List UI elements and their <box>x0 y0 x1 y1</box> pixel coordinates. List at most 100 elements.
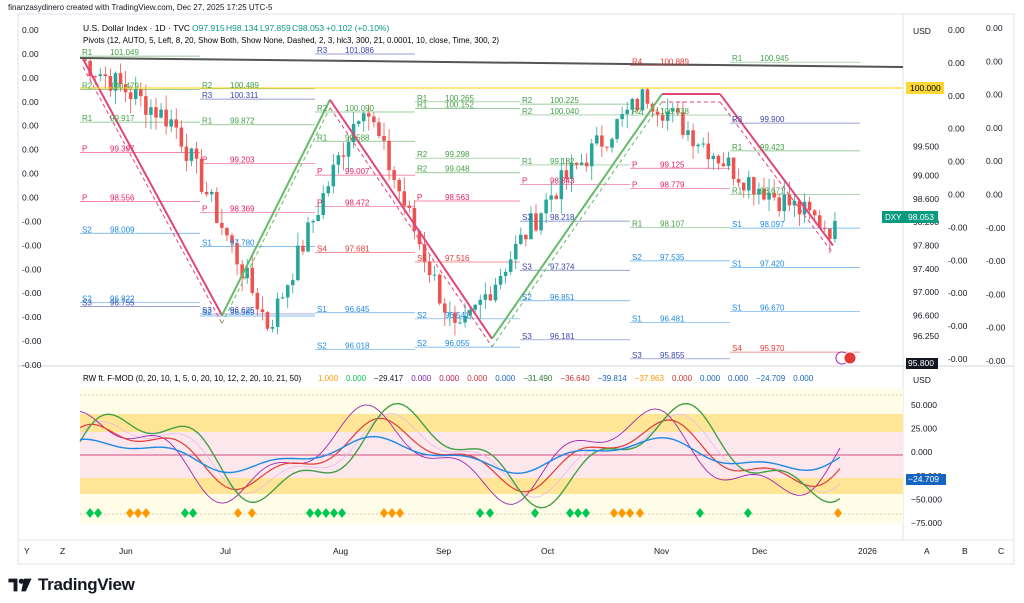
pivot-level-name: R4 <box>632 57 643 66</box>
osc-value: 0.000 <box>495 374 516 383</box>
candle-body <box>524 234 528 240</box>
nav-letter[interactable]: C <box>998 546 1004 556</box>
nav-letter[interactable]: Z <box>60 546 65 556</box>
scale-label: -0.00 <box>986 289 1006 299</box>
signal-marker <box>248 508 256 518</box>
oscillator-axis[interactable]: USD 50.00025.0000.000−25.000−50.000−75.0… <box>911 375 942 528</box>
osc-value: −24.709 <box>756 374 786 383</box>
osc-value: −31.490 <box>523 374 553 383</box>
price-tick: 97.400 <box>913 264 939 274</box>
candle-body <box>823 228 827 230</box>
candle-body <box>817 215 822 229</box>
candle-body <box>463 315 467 323</box>
pivot-level-value: 98.009 <box>110 225 135 234</box>
candle-body <box>215 191 219 223</box>
candle-body <box>240 264 244 279</box>
trend-line[interactable] <box>79 57 904 68</box>
pivot-level-name: S1 <box>202 239 212 248</box>
candle-body <box>747 177 751 191</box>
pivot-level-value: 96.851 <box>550 293 575 302</box>
candle-body <box>757 188 761 195</box>
candle-body <box>98 74 103 77</box>
candle-body <box>296 245 300 281</box>
pivot-level-value: 99.048 <box>445 165 470 174</box>
candle-body <box>595 135 599 144</box>
candle-body <box>108 76 113 91</box>
pivot-level-value: 101.049 <box>110 48 139 57</box>
pivots-settings[interactable]: Pivots (12, AUTO, 5, Left, 8, 20, Show B… <box>83 36 499 45</box>
osc-value: 0.000 <box>411 374 432 383</box>
pivot-level-name: S4 <box>317 244 327 253</box>
chart-canvas[interactable]: U.S. Dollar Index · 1D · TVC O97.915 H98… <box>0 0 1024 570</box>
signal-marker <box>486 508 494 518</box>
candle-body <box>691 130 695 147</box>
candle-body <box>422 244 427 262</box>
last-price-value: 98.053 <box>908 212 934 222</box>
candle-body <box>118 73 123 85</box>
svg-text:95.800: 95.800 <box>908 358 934 368</box>
zigzag-dashed <box>329 107 493 347</box>
candle-body <box>113 73 118 91</box>
signal-marker <box>234 508 242 518</box>
pivot-level-name: R3 <box>202 91 213 100</box>
oscillator-title[interactable]: RW ft. F-MOD (0, 20, 10, 1, 5, 0, 20, 10… <box>83 374 302 383</box>
candle-body <box>209 191 214 195</box>
candle-body <box>762 188 766 200</box>
scale-label: -0.00 <box>986 323 1006 333</box>
oscillator-lines <box>79 402 841 509</box>
pivot-level-name: R3 <box>732 115 743 124</box>
month-label: Oct <box>541 546 555 556</box>
footer-brand[interactable]: TradingView <box>8 572 135 598</box>
candle-body <box>225 227 229 236</box>
event-flag-icon[interactable] <box>835 351 857 365</box>
osc-value: −37.963 <box>635 374 665 383</box>
pivot-level-value: 98.107 <box>660 220 685 229</box>
oscillator-markers <box>86 508 842 518</box>
pivot-level-value: 100.889 <box>660 57 689 66</box>
pivot-level-name: S1 <box>732 260 742 269</box>
candle-body <box>83 59 87 61</box>
candle-body <box>767 192 771 200</box>
candle-body <box>696 144 700 147</box>
month-label: Nov <box>654 546 670 556</box>
svg-text:100.000: 100.000 <box>910 83 941 93</box>
osc-value: 0.000 <box>439 374 460 383</box>
zigzag-dashed <box>719 101 834 254</box>
time-axis[interactable]: Jun Jul Aug Sep Oct Nov Dec 2026 Y Z A B C <box>24 546 1004 556</box>
candle-body <box>220 222 224 228</box>
candle-body <box>448 312 452 314</box>
pivot-level-name: R1 <box>522 157 533 166</box>
candle-body <box>346 142 351 157</box>
pivot-level-value: 96.589 <box>230 308 255 317</box>
signal-marker <box>181 508 189 518</box>
pivot-level-value: 99.125 <box>660 160 685 169</box>
candle-body <box>574 162 579 165</box>
pivot-level-value: 95.970 <box>760 344 785 353</box>
signal-marker <box>610 508 618 518</box>
pivot-level-value: 100.489 <box>230 81 259 90</box>
price-currency: USD <box>913 26 931 36</box>
candle-body <box>635 98 640 111</box>
nav-letter[interactable]: B <box>962 546 968 556</box>
pivot-level-value: 98.556 <box>110 193 135 202</box>
candle-body <box>316 214 320 222</box>
nav-letter[interactable]: Y <box>24 546 30 556</box>
pivot-level-name: R1 <box>732 187 743 196</box>
price-axis[interactable]: USD 100.50099.50099.00098.60098.20097.80… <box>913 26 944 341</box>
signal-marker <box>380 508 388 518</box>
scale-label: -0.00 <box>986 256 1006 266</box>
osc-tick: −50.000 <box>911 494 942 504</box>
scale-label: 0.00 <box>22 97 39 107</box>
candle-body <box>194 148 199 159</box>
nav-letter[interactable]: A <box>924 546 930 556</box>
pivot-level-value: 98.472 <box>345 198 370 207</box>
candle-body <box>473 304 477 310</box>
scale-label: -0.00 <box>22 216 42 226</box>
candle-body <box>306 222 310 252</box>
scale-label: 0.00 <box>986 123 1003 133</box>
signal-marker <box>396 508 404 518</box>
candle-body <box>392 170 396 180</box>
pivot-level-name: R2 <box>522 107 533 116</box>
candle-body <box>782 194 787 212</box>
osc-tick: −75.000 <box>911 518 942 528</box>
